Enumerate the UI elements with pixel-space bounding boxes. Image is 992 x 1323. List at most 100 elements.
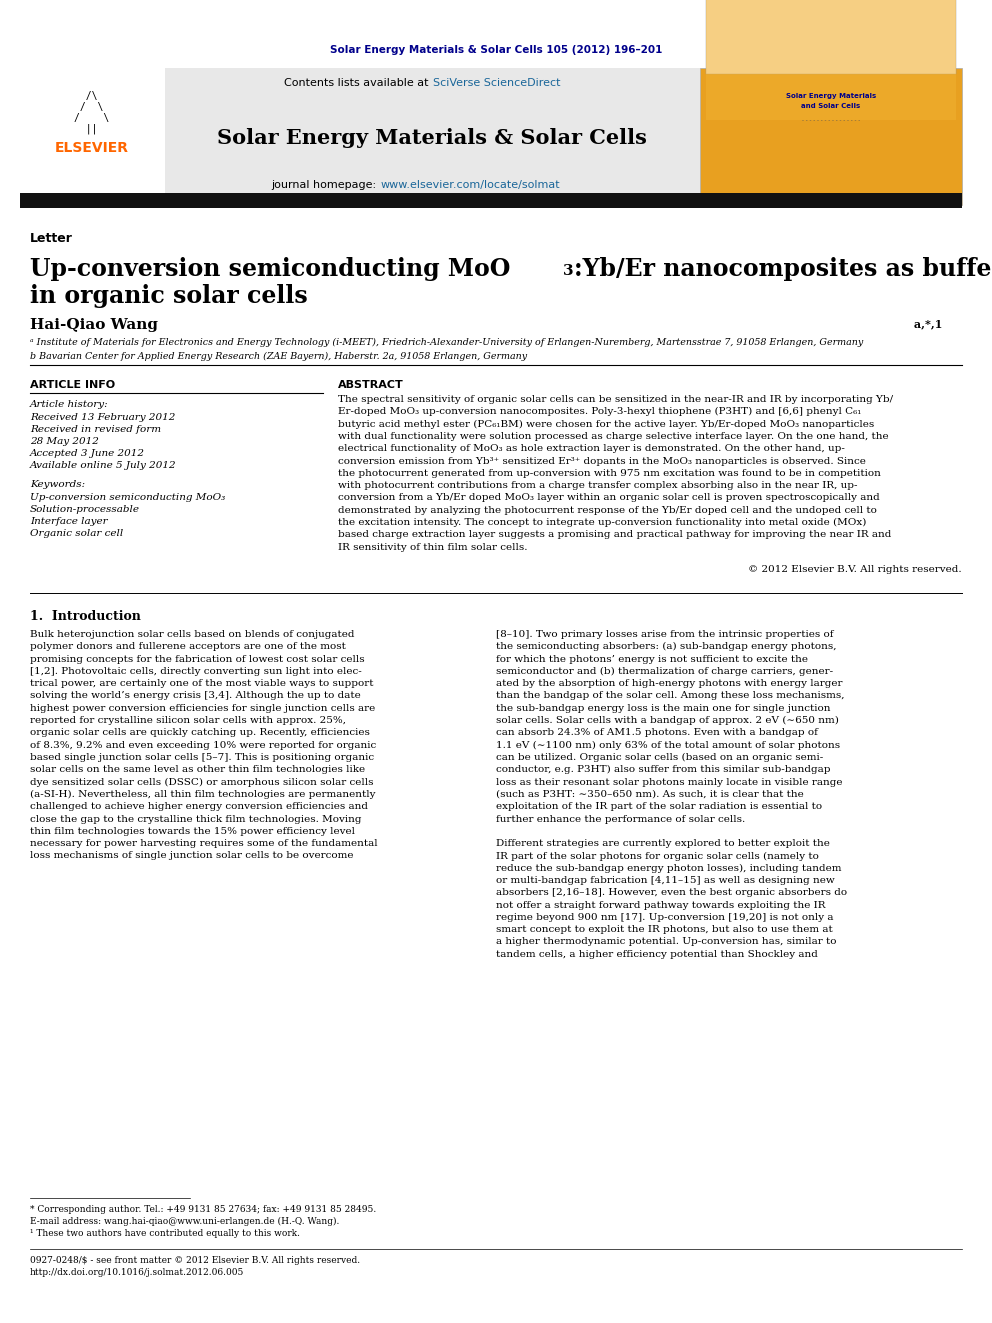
Text: Up-conversion semiconducting MoO: Up-conversion semiconducting MoO — [30, 257, 510, 280]
Text: ELSEVIER: ELSEVIER — [55, 142, 129, 155]
Text: semiconductor and (b) thermalization of charge carriers, gener-: semiconductor and (b) thermalization of … — [496, 667, 833, 676]
Text: [1,2]. Photovoltaic cells, directly converting sun light into elec-: [1,2]. Photovoltaic cells, directly conv… — [30, 667, 362, 676]
Text: SciVerse ScienceDirect: SciVerse ScienceDirect — [433, 78, 560, 89]
Text: of 8.3%, 9.2% and even exceeding 10% were reported for organic: of 8.3%, 9.2% and even exceeding 10% wer… — [30, 741, 376, 750]
Text: the excitation intensity. The concept to integrate up-conversion functionality i: the excitation intensity. The concept to… — [338, 519, 866, 527]
Text: the semiconducting absorbers: (a) sub-bandgap energy photons,: the semiconducting absorbers: (a) sub-ba… — [496, 642, 836, 651]
Text: solar cells on the same level as other thin film technologies like: solar cells on the same level as other t… — [30, 765, 365, 774]
Text: IR part of the solar photons for organic solar cells (namely to: IR part of the solar photons for organic… — [496, 852, 818, 860]
Bar — [706, 0, 956, 74]
Text: :Yb/Er nanocomposites as buffer layer: :Yb/Er nanocomposites as buffer layer — [574, 257, 992, 280]
Text: © 2012 Elsevier B.V. All rights reserved.: © 2012 Elsevier B.V. All rights reserved… — [748, 565, 962, 574]
Text: based single junction solar cells [5–7]. This is positioning organic: based single junction solar cells [5–7].… — [30, 753, 374, 762]
Text: Solution-processable: Solution-processable — [30, 505, 140, 515]
Text: absorbers [2,16–18]. However, even the best organic absorbers do: absorbers [2,16–18]. However, even the b… — [496, 888, 847, 897]
Text: 1.  Introduction: 1. Introduction — [30, 610, 141, 623]
Text: conversion from a Yb/Er doped MoO₃ layer within an organic solar cell is proven : conversion from a Yb/Er doped MoO₃ layer… — [338, 493, 880, 503]
Text: conductor, e.g. P3HT) also suffer from this similar sub-bandgap: conductor, e.g. P3HT) also suffer from t… — [496, 765, 830, 774]
Text: Bulk heterojunction solar cells based on blends of conjugated: Bulk heterojunction solar cells based on… — [30, 630, 354, 639]
Text: the sub-bandgap energy loss is the main one for single junction: the sub-bandgap energy loss is the main … — [496, 704, 830, 713]
Text: (a-SI-H). Nevertheless, all thin film technologies are permanently: (a-SI-H). Nevertheless, all thin film te… — [30, 790, 376, 799]
Text: ABSTRACT: ABSTRACT — [338, 380, 404, 390]
Text: conversion emission from Yb³⁺ sensitized Er³⁺ dopants in the MoO₃ nanoparticles : conversion emission from Yb³⁺ sensitized… — [338, 456, 866, 466]
Text: solving the world’s energy crisis [3,4]. Although the up to date: solving the world’s energy crisis [3,4].… — [30, 692, 361, 700]
Text: Letter: Letter — [30, 232, 72, 245]
Text: Er-doped MoO₃ up-conversion nanocomposites. Poly-3-hexyl thiophene (P3HT) and [6: Er-doped MoO₃ up-conversion nanocomposit… — [338, 407, 861, 417]
Text: the photocurrent generated from up-conversion with 975 nm excitation was found t: the photocurrent generated from up-conve… — [338, 468, 881, 478]
Text: a higher thermodynamic potential. Up-conversion has, similar to: a higher thermodynamic potential. Up-con… — [496, 938, 836, 946]
Text: Received in revised form: Received in revised form — [30, 425, 161, 434]
Text: - - - - - - - - - - - - - - - -: - - - - - - - - - - - - - - - - — [802, 118, 860, 123]
Text: not offer a straight forward pathway towards exploiting the IR: not offer a straight forward pathway tow… — [496, 901, 825, 910]
Text: * Corresponding author. Tel.: +49 9131 85 27634; fax: +49 9131 85 28495.: * Corresponding author. Tel.: +49 9131 8… — [30, 1205, 376, 1215]
Text: b Bavarian Center for Applied Energy Research (ZAE Bayern), Haberstr. 2a, 91058 : b Bavarian Center for Applied Energy Res… — [30, 352, 527, 361]
Bar — [20, 67, 165, 205]
Text: www.elsevier.com/locate/solmat: www.elsevier.com/locate/solmat — [381, 180, 560, 191]
Text: regime beyond 900 nm [17]. Up-conversion [19,20] is not only a: regime beyond 900 nm [17]. Up-conversion… — [496, 913, 833, 922]
Text: Received 13 February 2012: Received 13 February 2012 — [30, 413, 176, 422]
Bar — [700, 67, 962, 205]
Text: polymer donors and fullerene acceptors are one of the most: polymer donors and fullerene acceptors a… — [30, 642, 346, 651]
Text: ARTICLE INFO: ARTICLE INFO — [30, 380, 115, 390]
Text: further enhance the performance of solar cells.: further enhance the performance of solar… — [496, 815, 745, 823]
Text: challenged to achieve higher energy conversion efficiencies and: challenged to achieve higher energy conv… — [30, 802, 368, 811]
Text: ¹ These two authors have contributed equally to this work.: ¹ These two authors have contributed equ… — [30, 1229, 300, 1238]
Text: /  \: / \ — [74, 102, 110, 112]
Text: thin film technologies towards the 15% power efficiency level: thin film technologies towards the 15% p… — [30, 827, 355, 836]
Text: organic solar cells are quickly catching up. Recently, efficiencies: organic solar cells are quickly catching… — [30, 729, 370, 737]
Text: a,*,1: a,*,1 — [910, 318, 941, 329]
Text: reported for crystalline silicon solar cells with approx. 25%,: reported for crystalline silicon solar c… — [30, 716, 346, 725]
Text: ᵃ Institute of Materials for Electronics and Energy Technology (i-MEET), Friedri: ᵃ Institute of Materials for Electronics… — [30, 337, 863, 347]
Text: 3: 3 — [563, 265, 573, 278]
Text: with photocurrent contributions from a charge transfer complex absorbing also in: with photocurrent contributions from a c… — [338, 482, 857, 490]
Text: demonstrated by analyzing the photocurrent response of the Yb/Er doped cell and : demonstrated by analyzing the photocurre… — [338, 505, 877, 515]
Text: close the gap to the crystalline thick film technologies. Moving: close the gap to the crystalline thick f… — [30, 815, 361, 823]
Text: with dual functionality were solution processed as charge selective interface la: with dual functionality were solution pr… — [338, 431, 889, 441]
Text: Interface layer: Interface layer — [30, 517, 107, 527]
Text: or multi-bandgap fabrication [4,11–15] as well as designing new: or multi-bandgap fabrication [4,11–15] a… — [496, 876, 834, 885]
Text: /\: /\ — [74, 91, 110, 101]
Text: /    \: / \ — [74, 112, 110, 123]
Text: solar cells. Solar cells with a bandgap of approx. 2 eV (∼650 nm): solar cells. Solar cells with a bandgap … — [496, 716, 839, 725]
Text: reduce the sub-bandgap energy photon losses), including tandem: reduce the sub-bandgap energy photon los… — [496, 864, 841, 873]
Text: can be utilized. Organic solar cells (based on an organic semi-: can be utilized. Organic solar cells (ba… — [496, 753, 823, 762]
Text: The spectral sensitivity of organic solar cells can be sensitized in the near-IR: The spectral sensitivity of organic sola… — [338, 396, 893, 404]
Text: smart concept to exploit the IR photons, but also to use them at: smart concept to exploit the IR photons,… — [496, 925, 832, 934]
Text: Different strategies are currently explored to better exploit the: Different strategies are currently explo… — [496, 839, 830, 848]
Bar — [706, 0, 956, 120]
Text: Solar Energy Materials: Solar Energy Materials — [786, 93, 876, 99]
Text: loss mechanisms of single junction solar cells to be overcome: loss mechanisms of single junction solar… — [30, 852, 353, 860]
Text: Available online 5 July 2012: Available online 5 July 2012 — [30, 460, 177, 470]
Text: E-mail address: wang.hai-qiao@www.uni-erlangen.de (H.-Q. Wang).: E-mail address: wang.hai-qiao@www.uni-er… — [30, 1217, 339, 1226]
Text: Keywords:: Keywords: — [30, 480, 85, 490]
Text: Contents lists available at: Contents lists available at — [284, 78, 432, 89]
Text: [8–10]. Two primary losses arise from the intrinsic properties of: [8–10]. Two primary losses arise from th… — [496, 630, 833, 639]
Text: necessary for power harvesting requires some of the fundamental: necessary for power harvesting requires … — [30, 839, 378, 848]
Text: ||: || — [74, 124, 110, 134]
Text: 28 May 2012: 28 May 2012 — [30, 437, 99, 446]
Text: Solar Energy Materials & Solar Cells 105 (2012) 196–201: Solar Energy Materials & Solar Cells 105… — [329, 45, 663, 56]
Text: Solar Energy Materials & Solar Cells: Solar Energy Materials & Solar Cells — [217, 128, 647, 148]
Bar — [165, 67, 700, 205]
Text: Organic solar cell: Organic solar cell — [30, 529, 123, 538]
Text: than the bandgap of the solar cell. Among these loss mechanisms,: than the bandgap of the solar cell. Amon… — [496, 692, 844, 700]
Text: for which the photons’ energy is not sufficient to excite the: for which the photons’ energy is not suf… — [496, 655, 808, 664]
Text: http://dx.doi.org/10.1016/j.solmat.2012.06.005: http://dx.doi.org/10.1016/j.solmat.2012.… — [30, 1267, 244, 1277]
Text: promising concepts for the fabrication of lowest cost solar cells: promising concepts for the fabrication o… — [30, 655, 365, 664]
Text: highest power conversion efficiencies for single junction cells are: highest power conversion efficiencies fo… — [30, 704, 375, 713]
Text: trical power, are certainly one of the most viable ways to support: trical power, are certainly one of the m… — [30, 679, 374, 688]
Text: 0927-0248/$ - see front matter © 2012 Elsevier B.V. All rights reserved.: 0927-0248/$ - see front matter © 2012 El… — [30, 1256, 360, 1265]
Text: Up-conversion semiconducting MoO₃: Up-conversion semiconducting MoO₃ — [30, 493, 225, 501]
Text: and Solar Cells: and Solar Cells — [802, 103, 861, 108]
Text: based charge extraction layer suggests a promising and practical pathway for imp: based charge extraction layer suggests a… — [338, 531, 892, 540]
Text: loss as their resonant solar photons mainly locate in visible range: loss as their resonant solar photons mai… — [496, 778, 842, 787]
Text: Hai-Qiao Wang: Hai-Qiao Wang — [30, 318, 158, 332]
Text: in organic solar cells: in organic solar cells — [30, 284, 308, 308]
Text: dye sensitized solar cells (DSSC) or amorphous silicon solar cells: dye sensitized solar cells (DSSC) or amo… — [30, 778, 374, 787]
Bar — [20, 193, 962, 208]
Text: butyric acid methyl ester (PC₆₁BM) were chosen for the active layer. Yb/Er-doped: butyric acid methyl ester (PC₆₁BM) were … — [338, 419, 874, 429]
Text: Article history:: Article history: — [30, 400, 109, 409]
Text: journal homepage:: journal homepage: — [272, 180, 380, 191]
Text: (such as P3HT: ∼350–650 nm). As such, it is clear that the: (such as P3HT: ∼350–650 nm). As such, it… — [496, 790, 804, 799]
Text: can absorb 24.3% of AM1.5 photons. Even with a bandgap of: can absorb 24.3% of AM1.5 photons. Even … — [496, 729, 817, 737]
